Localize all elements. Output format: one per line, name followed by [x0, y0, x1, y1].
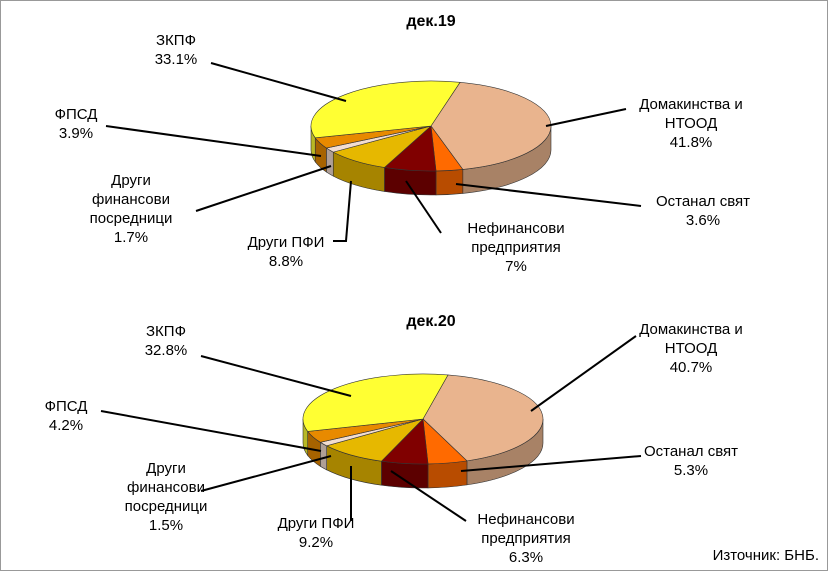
leader-line [405, 180, 442, 234]
pie-side [326, 147, 334, 177]
value-label: 32.8% [144, 342, 188, 359]
leader-line [530, 335, 637, 412]
slice-label: Нефинансови предприятия [467, 220, 565, 256]
value-label: 5.3% [673, 462, 709, 479]
leader-line [200, 455, 332, 492]
value-label: 33.1% [154, 51, 198, 68]
pie-slice [302, 373, 449, 432]
value-label: 4.2% [48, 417, 84, 434]
leader-line [460, 455, 642, 472]
slice-label: Домакинства и НТООД [639, 321, 743, 357]
leader-line [390, 470, 467, 522]
slice-label: Останал свят [643, 443, 739, 460]
value-label: 7% [505, 258, 527, 275]
slice-label: Домакинства и НТООД [639, 96, 743, 132]
slice-label: Други ПФИ [247, 234, 325, 251]
value-label: 9.2% [298, 534, 334, 551]
slice-label: Останал свят [655, 193, 751, 210]
pie-side [320, 441, 327, 471]
value-label: 1.5% [148, 517, 184, 534]
leader-line [333, 180, 352, 242]
pie-side [427, 460, 468, 489]
chart-title: дек.19 [406, 13, 456, 30]
slice-label: ФПСД [44, 398, 88, 415]
value-label: 8.8% [268, 253, 304, 270]
leader-line [210, 62, 347, 102]
pie-slice [310, 80, 461, 139]
leader-line [200, 355, 352, 397]
slice-label: ЗКПФ [146, 323, 186, 340]
chart-title: дек.20 [406, 313, 456, 330]
leader-line [545, 108, 627, 127]
source: Източник: БНБ. [712, 547, 819, 564]
slice-label: ФПСД [54, 106, 98, 123]
value-label: 3.6% [685, 212, 721, 229]
slice-label: Други финансови посредници [89, 172, 173, 227]
pie-side [384, 167, 437, 196]
pie-side [381, 460, 429, 489]
pie-side [435, 169, 464, 196]
leader-line [455, 183, 642, 207]
slice-label: Други ПФИ [277, 515, 355, 532]
slice-label: Други финансови посредници [124, 460, 208, 515]
leader-line [195, 165, 332, 212]
pie-slice [422, 374, 544, 462]
slice-label: ЗКПФ [156, 32, 196, 49]
value-label: 41.8% [669, 134, 713, 151]
leader-line [100, 410, 322, 452]
value-label: 3.9% [58, 125, 94, 142]
leader-line [105, 125, 322, 157]
value-label: 6.3% [508, 549, 544, 566]
value-label: 40.7% [669, 359, 713, 376]
value-label: 1.7% [113, 229, 149, 246]
slice-label: Нефинансови предприятия [477, 511, 575, 547]
